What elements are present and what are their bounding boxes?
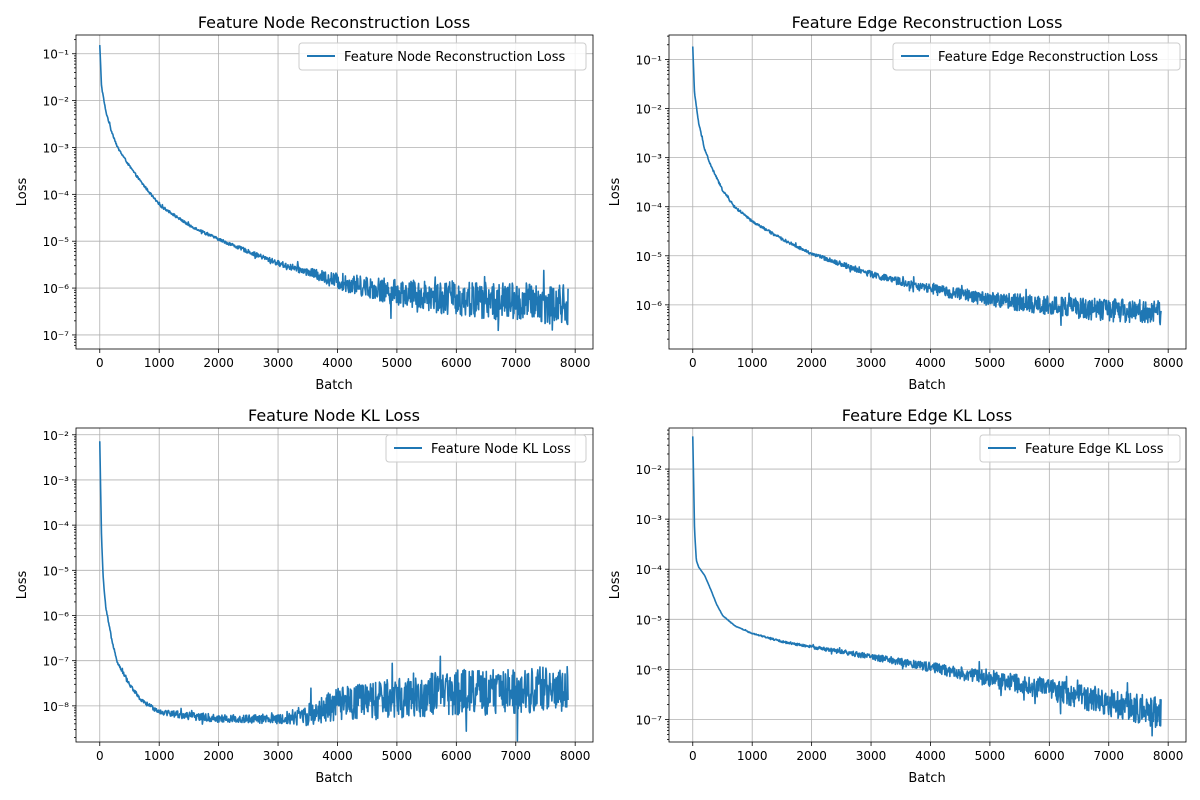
x-tick-label: 0: [689, 356, 697, 370]
y-tick-label: 10⁻³: [636, 152, 663, 166]
y-tick-label: 10⁻¹: [636, 54, 663, 68]
y-tick-label: 10⁻²: [43, 95, 70, 109]
y-tick-label: 10⁻⁴: [43, 188, 70, 202]
chart-feature-node-reconstruction-loss: Feature Node Reconstruction Loss 0 1000 20…: [15, 13, 594, 393]
x-tick-label: 7000: [1093, 749, 1124, 763]
legend-box: [892, 42, 1181, 71]
chart-title: Feature Node KL Loss: [248, 406, 420, 425]
x-tick-label: 8000: [560, 356, 591, 370]
chart-feature-edge-kl-loss: Feature Edge KL Loss 0 1000 2000 3000 4000 50…: [608, 406, 1187, 786]
x-tick-label: 5000: [975, 356, 1006, 370]
y-tick-label: 10⁻⁷: [43, 329, 70, 343]
y-tick-label: 10⁻⁶: [636, 663, 663, 677]
x-tick-label: 0: [96, 749, 104, 763]
x-tick-label: 4000: [915, 749, 946, 763]
x-tick-label: 1000: [144, 749, 175, 763]
y-axis-label: Loss: [608, 571, 623, 600]
legend-label: Feature Edge KL Loss: [1025, 442, 1164, 457]
x-tick-label: 2000: [203, 749, 234, 763]
y-tick-label: 10⁻²: [636, 103, 663, 117]
x-axis-label: Batch: [315, 378, 352, 393]
x-tick-label: 7000: [500, 356, 531, 370]
x-tick-label: 8000: [1153, 356, 1184, 370]
chart-title: Feature Edge KL Loss: [842, 406, 1012, 425]
x-tick-label: 1000: [737, 749, 768, 763]
y-tick-label: 10⁻⁵: [636, 250, 663, 264]
y-tick-label: 10⁻⁶: [636, 299, 663, 313]
x-tick-label: 8000: [1153, 749, 1184, 763]
y-tick-label: 10⁻²: [43, 429, 70, 443]
legend-box: [385, 434, 587, 463]
x-tick-label: 6000: [1034, 356, 1065, 370]
chart-title: Feature Node Reconstruction Loss: [198, 13, 470, 32]
y-tick-label: 10⁻⁴: [636, 563, 663, 577]
x-tick-label: 8000: [560, 749, 591, 763]
chart-title: Feature Edge Reconstruction Loss: [792, 13, 1063, 32]
x-axis-label: Batch: [315, 771, 352, 786]
y-axis-label: Loss: [608, 178, 623, 207]
y-tick-label: 10⁻⁴: [636, 201, 663, 215]
legend-label: Feature Node Reconstruction Loss: [344, 50, 565, 65]
legend: Feature Node Reconstruction Loss: [298, 42, 587, 71]
plot-frame: [75, 34, 594, 350]
x-tick-label: 6000: [1034, 749, 1065, 763]
x-tick-label: 2000: [796, 749, 827, 763]
plot-frame: [75, 427, 594, 743]
y-tick-label: 10⁻⁵: [43, 564, 70, 578]
y-tick-label: 10⁻⁶: [43, 282, 70, 296]
x-tick-label: 4000: [322, 356, 353, 370]
y-tick-label: 10⁻⁵: [43, 235, 70, 249]
y-tick-label: 10⁻⁸: [43, 700, 70, 714]
x-tick-label: 0: [689, 749, 697, 763]
plot-frame: [668, 427, 1187, 743]
legend: Feature Edge Reconstruction Loss: [892, 42, 1181, 71]
y-tick-label: 10⁻³: [43, 141, 70, 155]
y-tick-label: 10⁻³: [43, 474, 70, 488]
y-tick-label: 10⁻¹: [43, 48, 70, 62]
x-tick-label: 6000: [441, 749, 472, 763]
x-tick-label: 5000: [975, 749, 1006, 763]
legend-label: Feature Node KL Loss: [431, 442, 571, 457]
y-axis-label: Loss: [15, 178, 30, 207]
y-tick-label: 10⁻³: [636, 513, 663, 527]
legend-box: [298, 42, 587, 71]
x-tick-label: 4000: [915, 356, 946, 370]
series-line: [691, 46, 1162, 327]
series-line: [98, 45, 569, 332]
y-tick-label: 10⁻⁶: [43, 609, 70, 623]
x-tick-label: 6000: [441, 356, 472, 370]
x-tick-label: 2000: [203, 356, 234, 370]
legend: Feature Node KL Loss: [385, 434, 587, 463]
legend-label: Feature Edge Reconstruction Loss: [938, 50, 1158, 65]
y-tick-label: 10⁻²: [636, 463, 663, 477]
x-tick-label: 3000: [263, 356, 294, 370]
legend: Feature Edge KL Loss: [979, 434, 1181, 463]
x-axis-label: Batch: [908, 771, 945, 786]
legend-box: [979, 434, 1181, 463]
chart-feature-node-kl-loss: Feature Node KL Loss 0 1000 2000 3000 4000 50…: [15, 406, 594, 786]
y-tick-label: 10⁻⁷: [636, 713, 663, 727]
y-axis-label: Loss: [15, 571, 30, 600]
x-tick-label: 7000: [1093, 356, 1124, 370]
x-tick-label: 1000: [144, 356, 175, 370]
x-tick-label: 4000: [322, 749, 353, 763]
series-line: [691, 436, 1162, 737]
y-tick-label: 10⁻⁴: [43, 519, 70, 533]
x-tick-label: 3000: [263, 749, 294, 763]
y-tick-label: 10⁻⁷: [43, 655, 70, 669]
x-tick-label: 1000: [737, 356, 768, 370]
y-tick-label: 10⁻⁵: [636, 613, 663, 627]
chart-feature-edge-reconstruction-loss: Feature Edge Reconstruction Loss 0 1000 20…: [608, 13, 1187, 393]
x-tick-label: 3000: [856, 749, 887, 763]
x-tick-label: 7000: [500, 749, 531, 763]
x-tick-label: 2000: [796, 356, 827, 370]
x-tick-label: 5000: [382, 749, 413, 763]
x-axis-label: Batch: [908, 378, 945, 393]
x-tick-label: 0: [96, 356, 104, 370]
x-tick-label: 3000: [856, 356, 887, 370]
x-tick-label: 5000: [382, 356, 413, 370]
series-line: [98, 441, 569, 742]
